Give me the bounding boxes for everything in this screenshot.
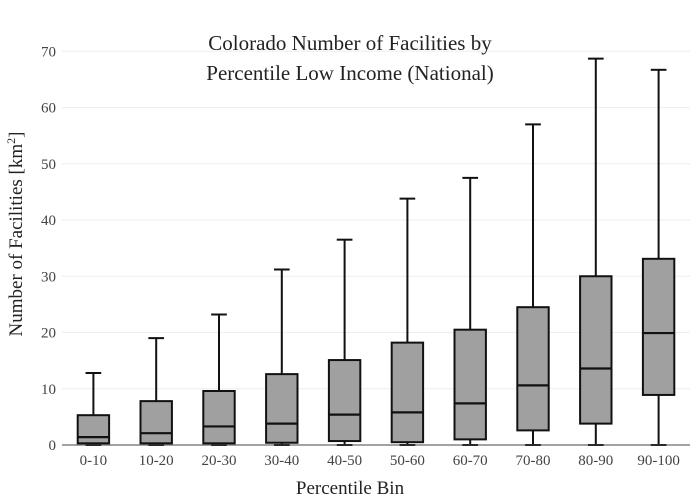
x-tick-label: 50-60 [390,453,425,469]
x-tick-label: 70-80 [516,453,551,469]
chart-title-line-1: Colorado Number of Facilities by [208,31,492,55]
iqr-box [265,373,299,444]
iqr-box [453,328,487,441]
y-tick-label: 20 [41,326,56,342]
x-tick-label: 10-20 [139,453,174,469]
chart-title-line-2: Percentile Low Income (National) [206,61,493,85]
box-50-60 [390,197,425,446]
box-70-80 [516,123,550,446]
y-axis-ticks: 0 10 20 30 40 50 60 70 [41,44,56,454]
iqr-box [390,341,425,444]
y-tick-label: 70 [41,44,56,60]
y-axis-title-main: Number of Facilities [km [6,144,27,337]
x-tick-label: 0-10 [80,453,108,469]
y-axis-title-superscript: 2 [4,138,18,144]
y-tick-label: 30 [41,269,56,285]
x-axis-title: Percentile Bin [296,478,405,499]
iqr-box [327,359,362,443]
iqr-box [641,257,676,396]
iqr-box [579,275,613,425]
x-tick-label: 80-90 [578,453,613,469]
box-30-40 [265,268,299,446]
box-80-90 [579,57,613,446]
x-tick-label: 40-50 [327,453,362,469]
iqr-box [202,390,236,445]
iqr-box [516,306,550,432]
box-40-50 [327,238,362,446]
x-tick-label: 30-40 [264,453,299,469]
box-90-100 [641,68,676,446]
box-20-30 [202,313,236,446]
x-tick-label: 20-30 [202,453,237,469]
y-tick-label: 40 [41,213,56,229]
y-tick-label: 50 [41,157,56,173]
y-tick-label: 60 [41,101,56,117]
iqr-box [76,414,111,445]
y-axis-title-end: ] [6,132,27,138]
y-tick-label: 10 [41,382,56,398]
iqr-box [139,400,173,445]
y-tick-label: 0 [49,438,57,454]
boxes [76,57,676,446]
x-tick-label: 90-100 [637,453,680,469]
box-10-20 [139,337,173,446]
x-axis-ticks: 0-10 10-20 20-30 30-40 40-50 50-60 60-70 70-80 8… [80,453,680,469]
box-60-70 [453,176,487,446]
y-axis-title: Number of Facilities [km2] [4,132,27,337]
x-tick-label: 60-70 [453,453,488,469]
gridlines [62,50,690,390]
box-0-10 [76,372,111,446]
